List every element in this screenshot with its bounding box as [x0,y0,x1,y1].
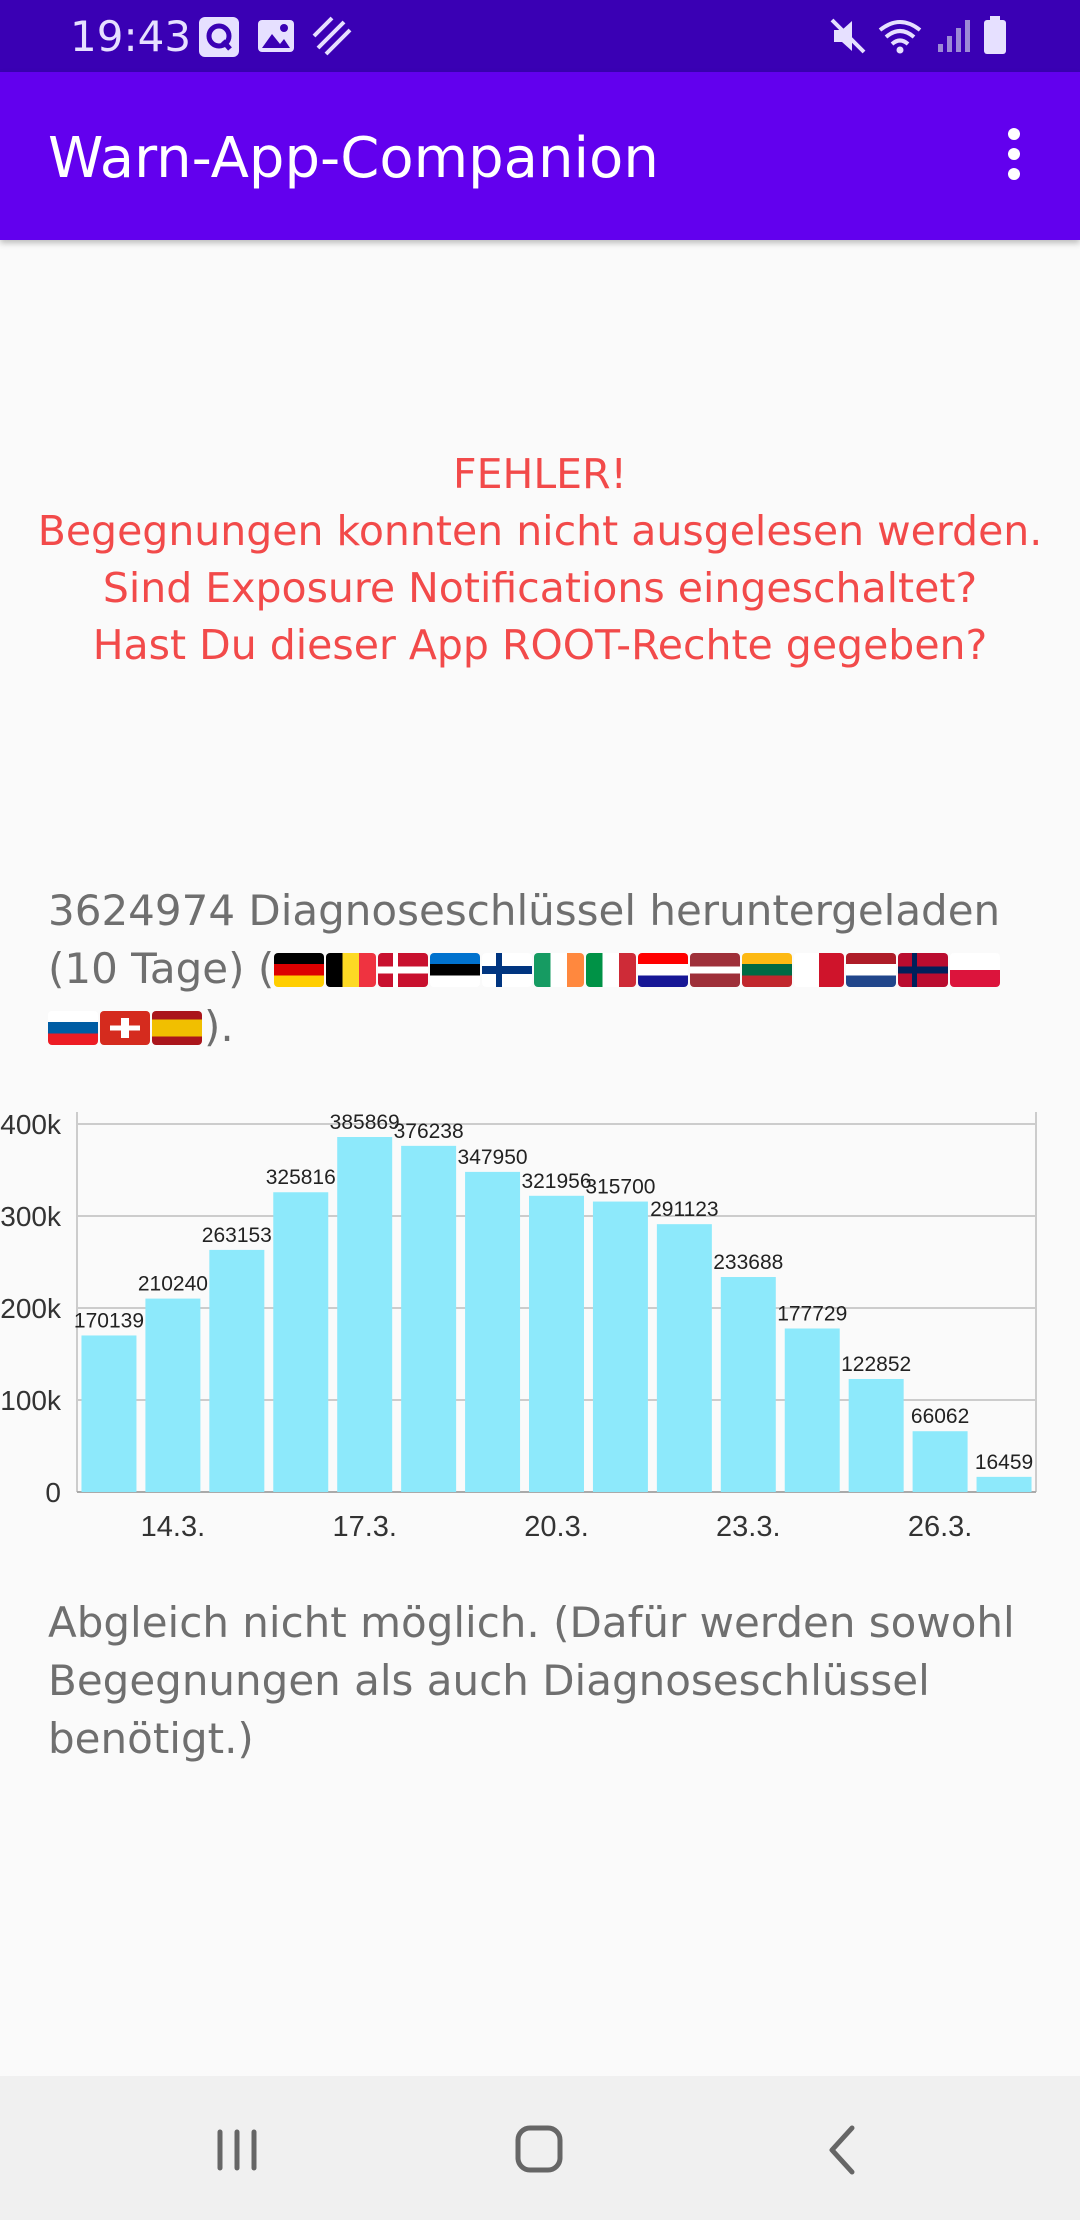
app-bar: Warn-App-Companion [0,72,1080,240]
error-line-exposure: Sind Exposure Notifications eingeschalte… [102,564,978,612]
signal-icon [938,20,970,52]
error-line-encounters: Begegnungen konnten nicht ausgelesen wer… [37,507,1043,555]
flag-lv-icon [690,953,741,987]
navigation-bar [0,2076,1080,2220]
flag-be-icon [326,953,377,987]
flag-ee-icon [430,953,481,987]
bar-value-label: 170139 [74,1309,144,1332]
bar-value-label: 321956 [521,1170,591,1193]
x-tick-label: 23.3. [716,1511,781,1543]
bar-value-label: 291123 [650,1198,719,1221]
flag-ch-icon [100,1011,150,1045]
bar [465,1171,521,1492]
bar-value-label: 347950 [458,1146,528,1169]
flag-it-icon [586,953,637,987]
y-tick-label: 100k [0,1385,62,1416]
flag-mt-icon [794,953,845,987]
bar [81,1335,137,1492]
y-tick-label: 300k [0,1201,62,1232]
bar [209,1249,265,1492]
battery-icon [984,16,1006,54]
back-icon[interactable] [798,2110,888,2190]
x-tick-label: 14.3. [141,1511,206,1543]
flag-lt-icon [742,953,793,987]
bar [656,1224,712,1492]
error-line-root: Hast Du dieser App ROOT-Rechte gegeben? [92,621,988,669]
flag-hr-icon [638,953,689,987]
bar [401,1145,457,1492]
bar [848,1378,904,1492]
bar [784,1328,840,1492]
bar [337,1137,393,1492]
bar [273,1192,329,1492]
bar [592,1201,648,1492]
bar-value-label: 66062 [911,1405,969,1428]
keys-summary-suffix: ). [204,1002,234,1051]
flag-fi-icon [482,953,533,987]
error-message: FEHLER! Begegnungen konnten nicht ausgel… [0,446,1080,674]
status-bar: 19:43 [0,0,1080,72]
flag-no-icon [898,953,949,987]
flag-de-icon [274,953,325,987]
bar-value-label: 177729 [777,1302,847,1325]
flag-si-icon [48,1011,98,1045]
bar-value-label: 325816 [266,1166,336,1189]
bar [529,1195,584,1492]
flag-nl-icon [846,953,897,987]
bar [976,1476,1032,1492]
bar-value-label: 233688 [713,1251,783,1274]
recent-apps-icon[interactable] [192,2110,282,2190]
bar-value-label: 385869 [330,1111,400,1134]
bar-value-label: 315700 [585,1176,655,1199]
q-app-icon [199,17,239,57]
flag-pl-icon [950,953,1001,987]
keys-summary: 3624974 Diagnoseschlüssel heruntergelade… [48,882,1048,1056]
comparison-note: Abgleich nicht möglich. (Dafür werden so… [48,1598,1015,1763]
bar-value-label: 16459 [975,1451,1033,1474]
overflow-menu-icon[interactable] [990,128,1038,184]
bar-value-label: 263153 [202,1224,272,1247]
image-icon [258,20,294,52]
flags-list [48,944,1002,1051]
bar-value-label: 122852 [841,1353,911,1376]
flag-ie-icon [534,953,585,987]
bar [145,1298,201,1492]
error-line-title: FEHLER! [453,450,627,498]
y-tick-label: 400k [0,1109,62,1140]
x-tick-label: 26.3. [908,1511,973,1543]
chart-x-ticks: 14.3. 17.3. 20.3. 23.3. 26.3. [141,1511,973,1543]
flag-dk-icon [378,953,429,987]
bar [912,1431,968,1492]
home-icon[interactable] [494,2110,584,2190]
x-tick-label: 17.3. [332,1511,397,1543]
stripes-icon [312,16,352,56]
wifi-icon [878,20,922,54]
chart-bars [81,1137,1032,1492]
keys-summary-text: 3624974 Diagnoseschlüssel heruntergelade… [48,886,1001,993]
y-tick-label: 0 [45,1477,61,1508]
bar-value-label: 376238 [394,1120,464,1143]
x-tick-label: 20.3. [524,1511,589,1543]
mute-icon [830,18,866,54]
app-title: Warn-App-Companion [48,126,659,191]
status-time: 19:43 [70,12,192,61]
y-tick-label: 200k [0,1293,62,1324]
flag-es-icon [152,1011,202,1045]
chart-y-ticks: 0 100k 200k 300k 400k [0,1109,62,1508]
bar-value-label: 210240 [138,1273,208,1296]
bar [720,1277,776,1492]
